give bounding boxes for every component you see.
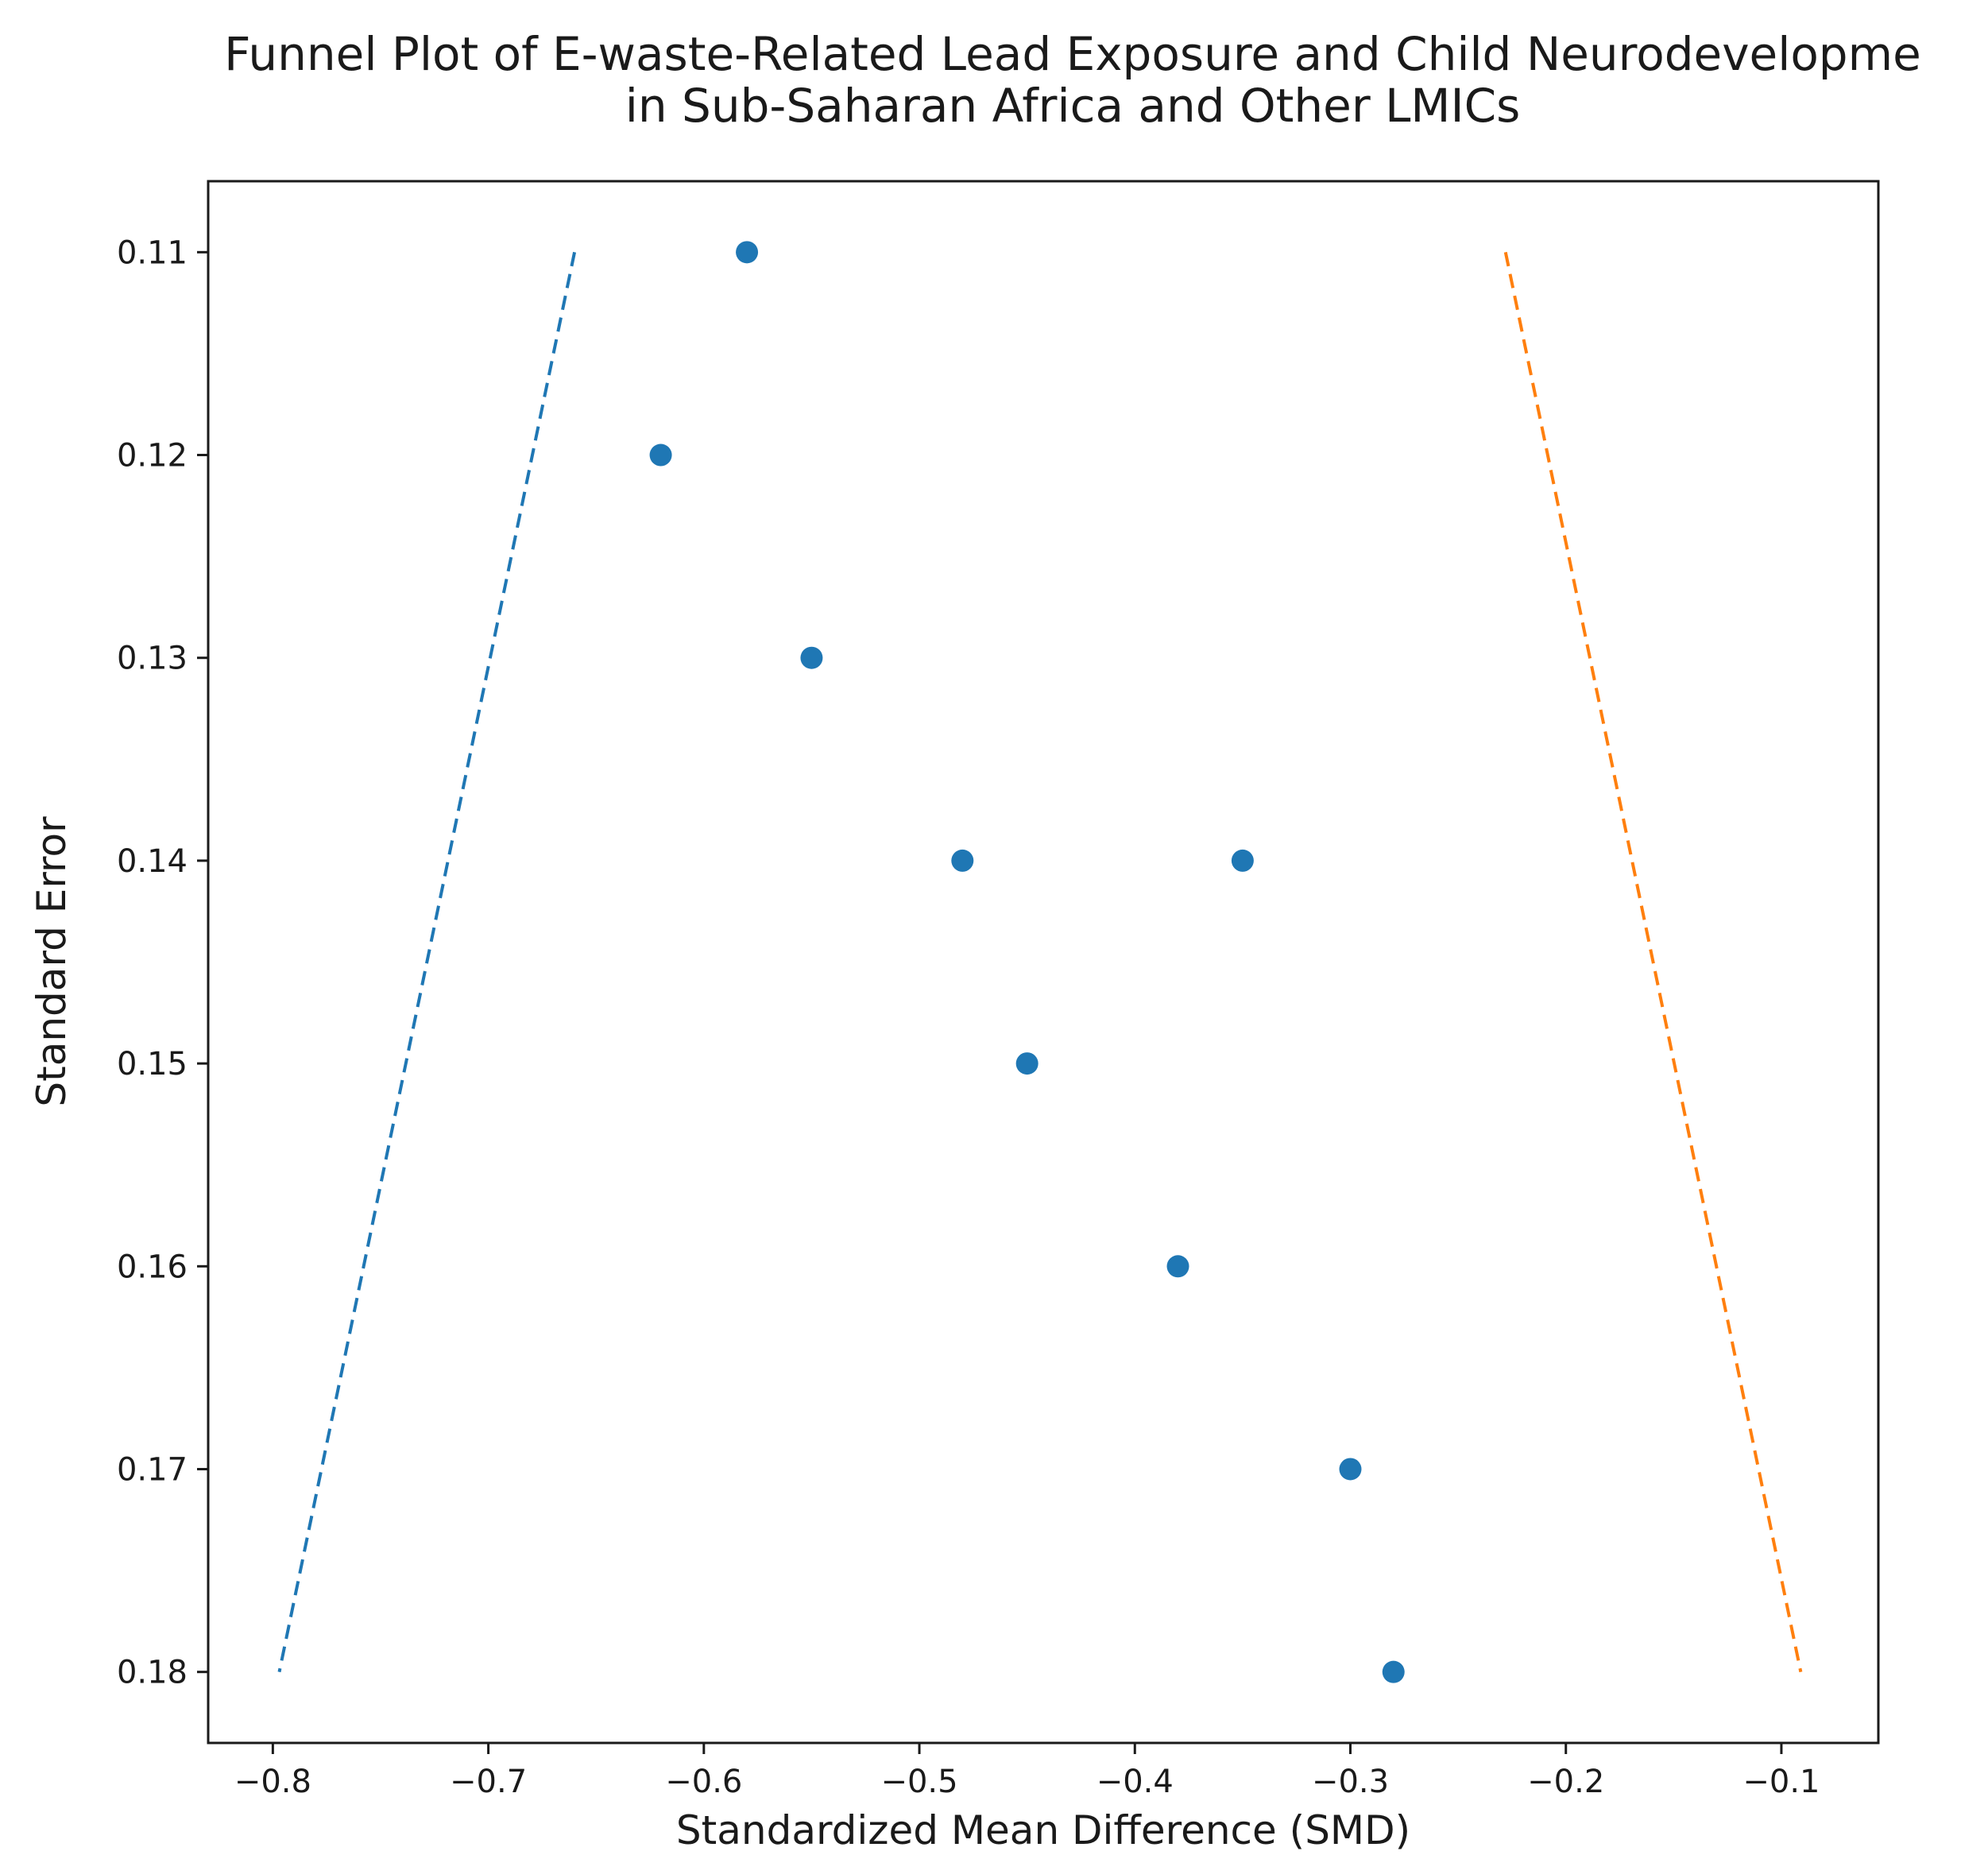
chart-title-line-2: in Sub-Saharan Africa and Other LMICs — [625, 79, 1521, 133]
x-tick-label: −0.1 — [1742, 1764, 1820, 1800]
x-axis-ticks: −0.8 −0.7 −0.6 −0.5 −0.4 −0.3 −0.2 −0.1 — [234, 1743, 1820, 1800]
y-tick-label: 0.17 — [117, 1451, 188, 1488]
x-tick-label: −0.7 — [450, 1764, 527, 1800]
x-tick-label: −0.8 — [234, 1764, 311, 1800]
study-point — [1231, 849, 1254, 872]
chart-title-line-1: Funnel Plot of E-waste-Related Lead Expo… — [224, 27, 1921, 81]
plot-frame — [207, 180, 1880, 1745]
y-axis-ticks: 0.11 0.12 0.13 0.14 0.15 0.16 0.17 0.18 — [117, 234, 208, 1691]
y-tick-label: 0.15 — [117, 1046, 188, 1082]
funnel-boundary-lines — [277, 251, 1803, 1673]
y-tick-label: 0.11 — [117, 234, 188, 271]
study-point — [1166, 1255, 1189, 1278]
study-point — [951, 849, 974, 872]
y-tick-label: 0.18 — [117, 1655, 188, 1691]
y-tick-label: 0.12 — [117, 438, 188, 474]
x-tick-label: −0.2 — [1527, 1764, 1604, 1800]
study-point — [1015, 1052, 1038, 1075]
x-tick-label: −0.5 — [880, 1764, 957, 1800]
upper-bound-dashed-line — [1503, 251, 1803, 1673]
study-point — [1382, 1660, 1405, 1683]
study-point — [736, 241, 759, 264]
y-tick-label: 0.16 — [117, 1249, 188, 1285]
y-tick-label: 0.14 — [117, 843, 188, 880]
study-point — [800, 646, 823, 669]
scatter-points — [649, 241, 1405, 1683]
y-axis-label: Standard Error — [29, 816, 75, 1107]
study-point — [649, 443, 672, 467]
x-axis-label: Standardized Mean Difference (SMD) — [676, 1807, 1410, 1853]
lower-bound-dashed-line — [277, 251, 577, 1673]
study-point — [1339, 1458, 1362, 1481]
x-tick-label: −0.6 — [665, 1764, 742, 1800]
x-tick-label: −0.3 — [1312, 1764, 1389, 1800]
y-tick-label: 0.13 — [117, 641, 188, 677]
x-tick-label: −0.4 — [1096, 1764, 1174, 1800]
